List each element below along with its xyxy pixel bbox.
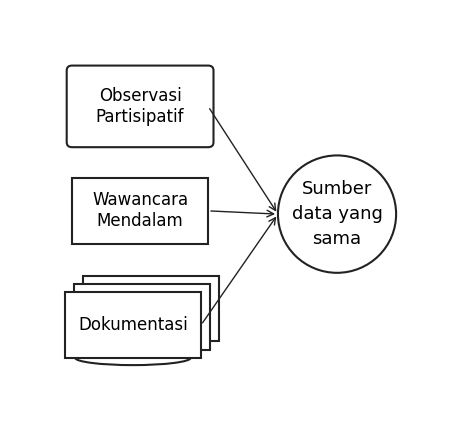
Text: Observasi
Partisipatif: Observasi Partisipatif <box>96 87 184 126</box>
Bar <box>65 293 201 358</box>
Bar <box>83 276 219 341</box>
Text: Wawancara
Mendalam: Wawancara Mendalam <box>92 192 188 230</box>
Text: Sumber
data yang
sama: Sumber data yang sama <box>292 180 383 248</box>
Ellipse shape <box>278 156 396 273</box>
FancyBboxPatch shape <box>67 66 213 147</box>
Bar <box>74 285 210 350</box>
Bar <box>72 178 208 243</box>
Text: Dokumentasi: Dokumentasi <box>78 316 188 334</box>
